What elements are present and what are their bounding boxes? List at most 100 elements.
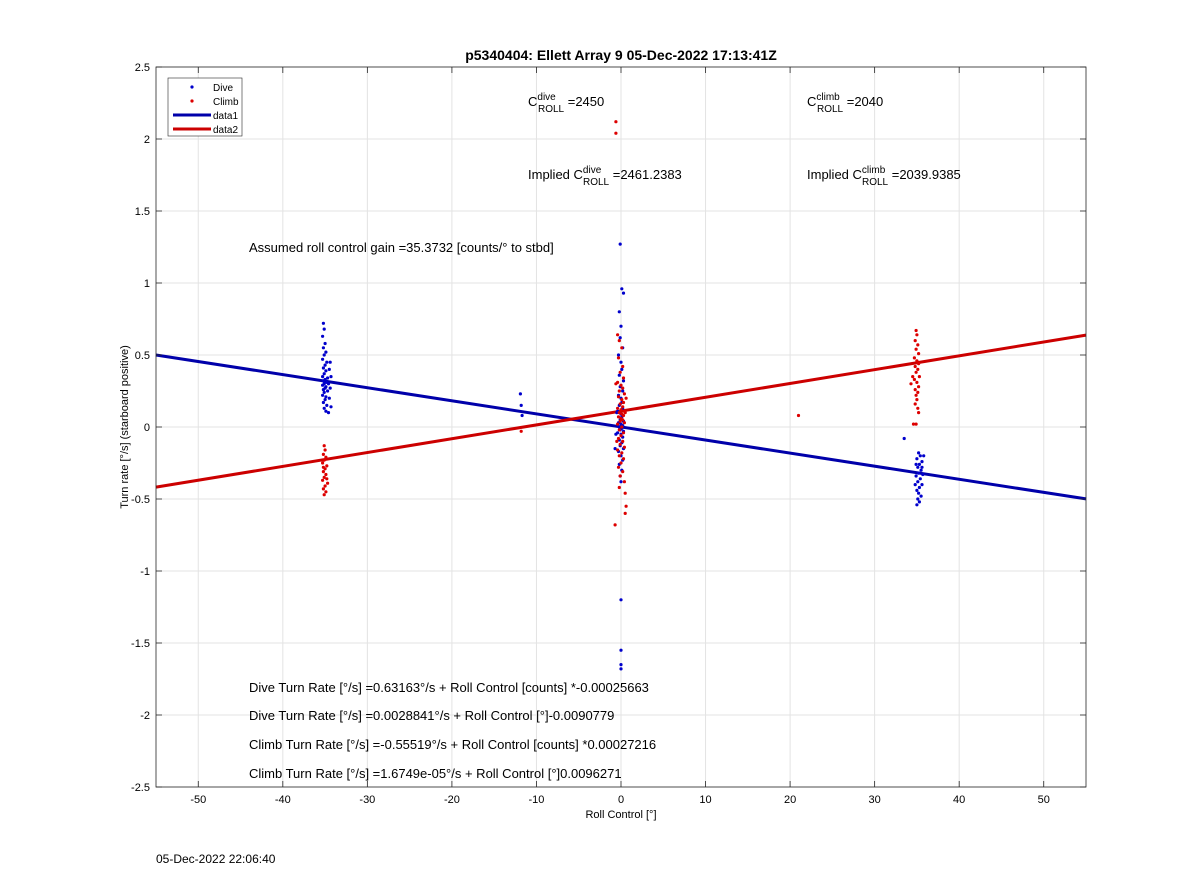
data-point-dive — [617, 425, 621, 429]
data-point-climb — [624, 504, 628, 508]
data-point-climb — [621, 405, 625, 409]
data-point-dive — [618, 336, 622, 340]
y-axis-label: Turn rate [°/s] (starboard positive) — [119, 345, 131, 509]
x-tick-label: 50 — [1038, 794, 1050, 806]
data-point-dive — [615, 411, 619, 415]
x-tick-label: 0 — [618, 794, 624, 806]
data-point-climb — [912, 377, 917, 382]
data-point-climb — [914, 370, 918, 374]
data-point-dive — [329, 375, 333, 379]
data-point-climb — [325, 464, 329, 468]
data-point-dive — [329, 405, 333, 409]
data-point-dive — [621, 379, 626, 383]
data-point-dive — [328, 360, 332, 364]
data-point-dive — [902, 436, 906, 441]
data-point-climb — [916, 406, 920, 410]
data-point-dive — [322, 353, 326, 357]
data-point-dive — [914, 474, 918, 478]
data-point-climb — [913, 388, 917, 392]
data-point-climb — [617, 454, 621, 458]
y-tick-label: -1.5 — [131, 638, 150, 650]
data-point-dive — [920, 483, 924, 487]
data-point-dive — [518, 392, 523, 396]
data-point-climb — [620, 425, 624, 429]
x-tick-label: 20 — [784, 794, 796, 806]
anno-prefix: Implied C — [528, 167, 583, 182]
data-point-dive — [917, 451, 921, 455]
data-point-climb — [616, 415, 621, 419]
data-point-climb — [616, 465, 621, 469]
legend-label-data2: data2 — [213, 125, 238, 136]
data-point-climb — [324, 490, 328, 494]
data-point-dive — [325, 360, 329, 364]
data-point-dive — [913, 483, 917, 487]
data-point-climb — [322, 458, 326, 462]
data-point-dive — [324, 395, 328, 399]
data-point-climb — [623, 491, 627, 495]
annotation-c-roll-climb: Cclimb ROLL =2040 — [807, 92, 883, 115]
data-point-climb — [621, 400, 626, 405]
data-point-climb — [916, 343, 920, 347]
data-point-climb — [913, 364, 917, 369]
data-point-dive — [326, 411, 331, 415]
y-tick-label: -0.5 — [131, 494, 150, 506]
data-point-climb — [621, 418, 625, 422]
data-point-climb — [909, 382, 913, 386]
data-point-dive — [322, 390, 326, 394]
data-point-climb — [913, 339, 917, 343]
data-point-climb — [613, 523, 617, 527]
anno-value: =2040 — [843, 94, 883, 109]
data-point-dive — [321, 388, 325, 392]
data-point-climb — [915, 359, 919, 363]
data-point-dive — [917, 462, 922, 466]
data-point-climb — [321, 465, 325, 469]
data-point-climb — [619, 383, 623, 387]
anno-value: =2450 — [564, 94, 604, 109]
data-point-dive — [326, 382, 331, 386]
data-point-climb — [617, 411, 621, 415]
data-point-climb — [519, 429, 523, 433]
annotation-dive-eq-counts: Dive Turn Rate [°/s] =0.63163°/s + Roll … — [249, 680, 649, 695]
anno-value: =2461.2383 — [609, 167, 682, 182]
data-point-climb — [617, 485, 621, 490]
data-point-climb — [621, 364, 625, 369]
y-tick-label: 0 — [144, 422, 150, 434]
x-tick-label: -40 — [275, 794, 291, 806]
data-point-climb — [621, 439, 625, 443]
data-point-dive — [619, 480, 623, 484]
data-point-climb — [616, 422, 620, 426]
data-point-climb — [622, 392, 627, 396]
data-point-climb — [915, 380, 919, 384]
data-point-dive — [915, 457, 919, 461]
annotation-implied-c-roll-dive: Implied Cdive ROLL =2461.2383 — [528, 165, 682, 188]
y-tick-label: 1.5 — [135, 206, 150, 218]
y-tick-label: -1 — [140, 566, 150, 578]
data-point-climb — [618, 474, 622, 478]
data-point-climb — [614, 120, 618, 124]
legend-label-data1: data1 — [213, 111, 238, 122]
x-tick-label: 30 — [869, 794, 881, 806]
data-point-dive — [617, 373, 621, 377]
data-point-climb — [620, 346, 624, 350]
y-tick-label: 2.5 — [135, 62, 150, 74]
data-point-dive — [519, 403, 523, 407]
data-point-dive — [321, 379, 325, 383]
data-point-dive — [324, 369, 328, 373]
annotation-implied-c-roll-climb: Implied Cclimb ROLL =2039.9385 — [807, 165, 961, 188]
data-point-dive — [620, 287, 624, 291]
anno-value: =2039.9385 — [888, 167, 961, 182]
anno-sub: ROLL — [817, 104, 844, 115]
data-point-dive — [919, 494, 923, 498]
data-point-climb — [913, 402, 917, 406]
x-tick-label: -20 — [444, 794, 460, 806]
data-point-climb — [916, 367, 920, 371]
data-point-climb — [322, 475, 326, 479]
anno-sup: dive — [537, 92, 556, 103]
data-point-dive — [619, 663, 623, 667]
data-point-climb — [322, 493, 326, 497]
data-point-climb — [324, 472, 328, 477]
data-point-dive — [321, 375, 325, 379]
data-point-climb — [622, 480, 627, 484]
annotation-c-roll-dive: Cdive ROLL =2450 — [528, 92, 604, 115]
